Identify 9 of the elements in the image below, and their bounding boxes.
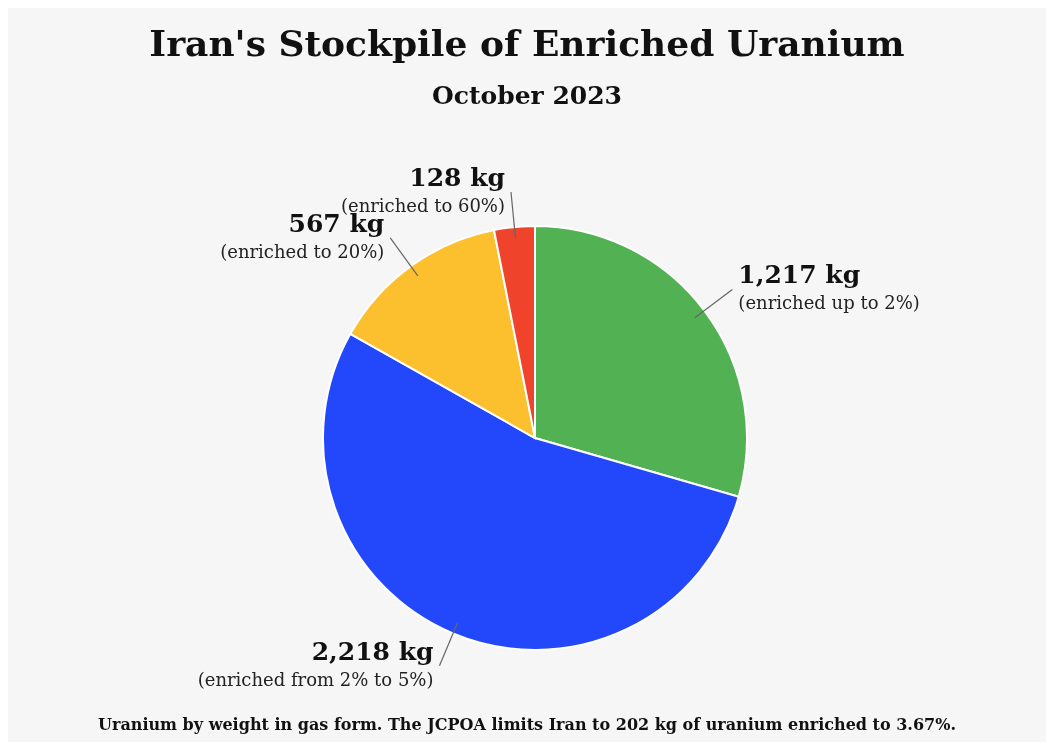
data-label: 1,217 kg — [738, 260, 861, 290]
slice-label: (enriched from 2% to 5%) — [197, 668, 434, 690]
chart-subtitle: October 2023 — [431, 81, 623, 110]
data-label: 128 kg — [409, 163, 505, 193]
chart-title: Iran's Stockpile of Enriched Uranium — [149, 22, 905, 64]
text: Uranium by weight in gas form. The JCPOA limits Iran to 202 kg of uranium enriched to 3.67%. — [98, 715, 956, 734]
data-label: 2,218 kg — [311, 636, 434, 666]
slice-label: (enriched to 20%) — [220, 240, 385, 262]
slice-label: (enriched up to 2%) — [738, 292, 920, 314]
